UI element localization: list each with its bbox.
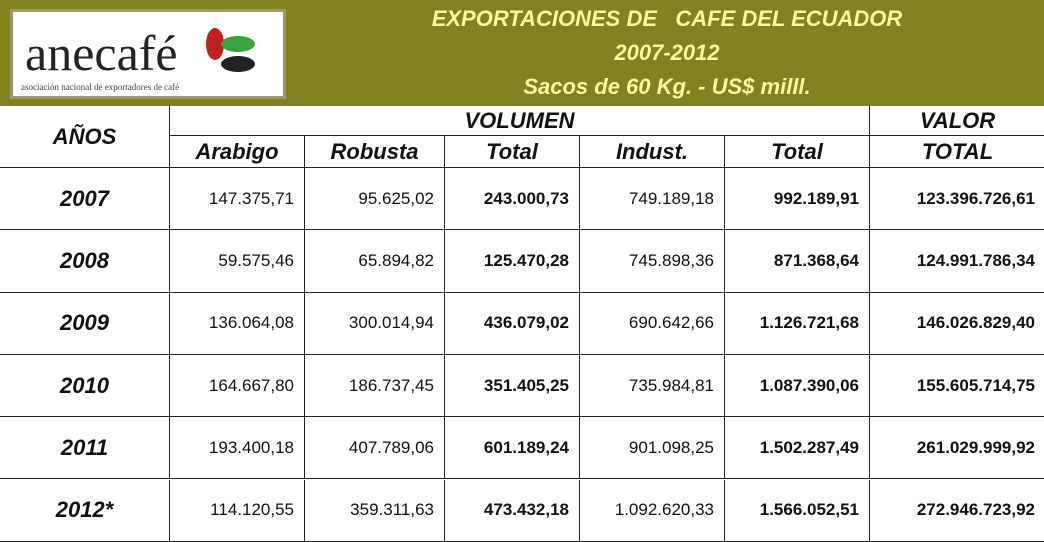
value-cell: 243.000,73: [445, 168, 580, 231]
value-cell: 359.311,63: [305, 479, 445, 542]
value-cell: 1.566.052,51: [725, 479, 870, 542]
value-cell: 1.126.721,68: [725, 292, 870, 355]
units: Sacos de 60 Kg. - US$ milll.: [523, 74, 811, 99]
value-cell: 261.029.999,92: [870, 417, 1044, 480]
value-cell: 136.064,08: [170, 292, 305, 355]
column-header: Robusta: [305, 136, 445, 168]
year-cell: 2010: [0, 354, 170, 418]
value-cell: 155.605.714,75: [870, 355, 1044, 418]
value-cell: 164.667,80: [170, 354, 305, 418]
title: EXPORTACIONES DE CAFE DEL ECUADOR: [431, 6, 903, 31]
year-cell: 2007: [0, 168, 170, 231]
value-cell: 992.189,91: [725, 168, 870, 231]
group-header: VALOR: [870, 106, 1044, 136]
value-cell: 407.789,06: [305, 417, 445, 480]
value-cell: 300.014,94: [305, 292, 445, 355]
year-cell: 2009: [0, 292, 170, 355]
year-cell: 2008: [0, 230, 170, 293]
value-cell: 147.375,71: [170, 168, 305, 231]
column-header: Arabigo: [170, 136, 305, 168]
column-header: Total: [445, 136, 580, 168]
value-cell: 124.991.786,34: [870, 230, 1044, 293]
logo: anecafé asociación nacional de exportado…: [10, 9, 286, 99]
year-cell: 2011: [0, 417, 170, 480]
value-cell: 901.098,25: [580, 417, 725, 480]
value-cell: 601.189,24: [445, 417, 580, 480]
value-cell: 186.737,45: [305, 354, 445, 418]
value-cell: 690.642,66: [580, 292, 725, 355]
value-cell: 436.079,02: [445, 292, 580, 355]
value-cell: 473.432,18: [445, 479, 580, 542]
value-cell: 65.894,82: [305, 230, 445, 293]
value-cell: 123.396.726,61: [870, 168, 1044, 231]
subtitle: 2007-2012: [614, 40, 720, 65]
logo-name: anecafé: [25, 25, 178, 81]
value-cell: 735.984,81: [580, 354, 725, 418]
value-cell: 871.368,64: [725, 230, 870, 293]
value-cell: 272.946.723,92: [870, 480, 1044, 542]
column-header: Indust.: [580, 136, 725, 168]
year-cell: 2012*: [0, 479, 170, 542]
value-cell: 59.575,46: [170, 230, 305, 293]
column-header: TOTAL: [870, 136, 1044, 168]
group-header: VOLUMEN: [170, 106, 870, 136]
value-cell: 745.898,36: [580, 230, 725, 293]
value-cell: 193.400,18: [170, 417, 305, 480]
value-cell: 95.625,02: [305, 168, 445, 231]
value-cell: 146.026.829,40: [870, 293, 1044, 355]
value-cell: 1.087.390,06: [725, 354, 870, 418]
value-cell: 351.405,25: [445, 354, 580, 418]
year-header: AÑOS: [0, 106, 170, 168]
value-cell: 1.502.287,49: [725, 417, 870, 480]
value-cell: 125.470,28: [445, 230, 580, 293]
value-cell: 749.189,18: [580, 168, 725, 231]
value-cell: 1.092.620,33: [580, 479, 725, 542]
column-header: Total: [725, 136, 870, 168]
logo-icon: [206, 28, 255, 72]
value-cell: 114.120,55: [170, 479, 305, 542]
logo-subtitle: asociación nacional de exportadores de c…: [21, 82, 180, 92]
